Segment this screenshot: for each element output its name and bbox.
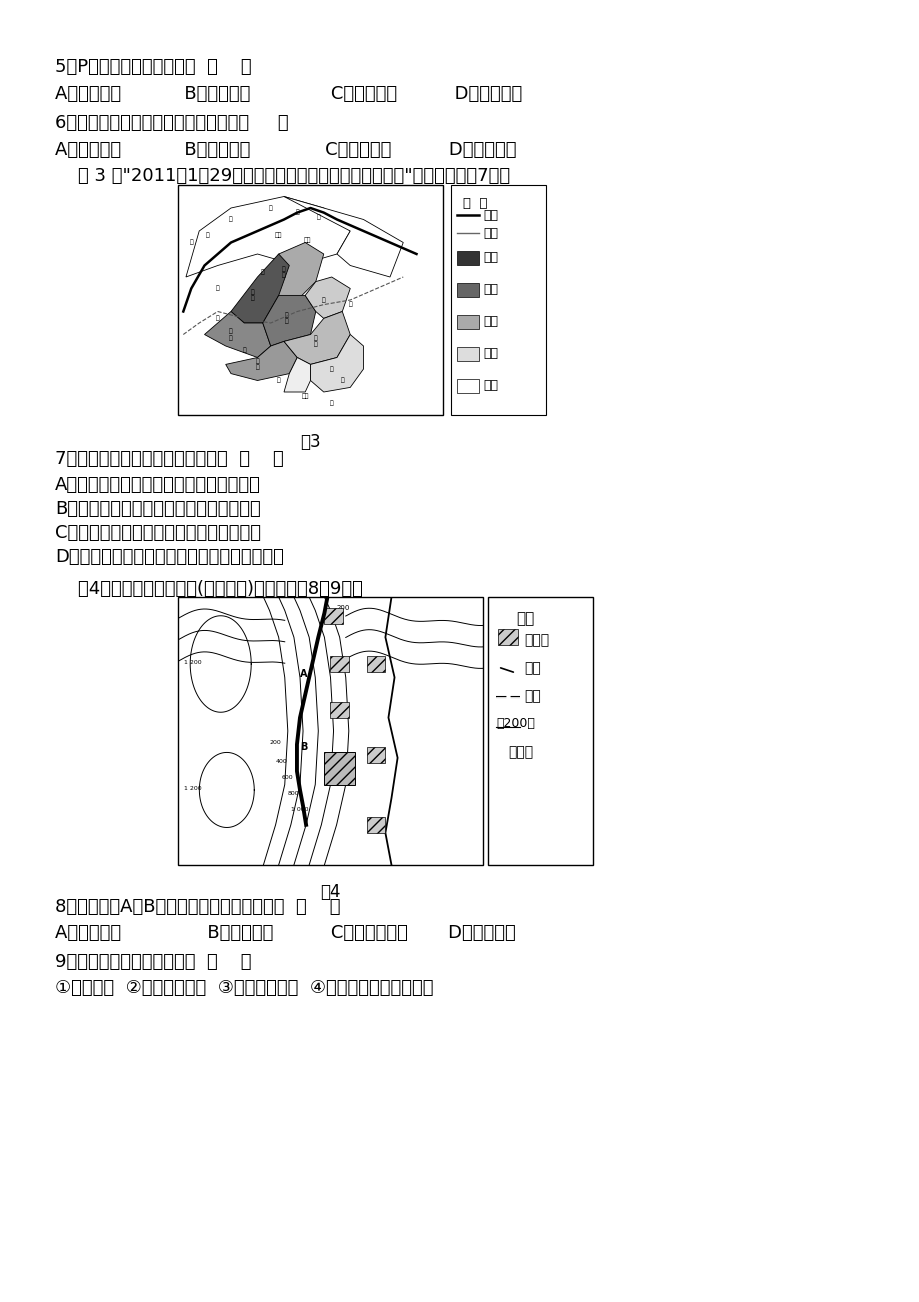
Text: 山
西: 山 西 — [250, 289, 254, 302]
Text: 200: 200 — [269, 741, 281, 746]
Text: A．增温增湿           B．增温减湿             C．降温减湿          D．降温增湿: A．增温增湿 B．增温减湿 C．降温减湿 D．降温增湿 — [55, 141, 516, 159]
Text: 江西: 江西 — [301, 393, 309, 400]
Text: C．冬季风势力强，旱区长期受冷气团控制: C．冬季风势力强，旱区长期受冷气团控制 — [55, 523, 261, 542]
Text: 辽: 辽 — [295, 210, 299, 215]
Polygon shape — [284, 197, 403, 277]
Text: 6．图示洋流对沿岸地区气候的影响是（     ）: 6．图示洋流对沿岸地区气候的影响是（ ） — [55, 115, 289, 132]
Polygon shape — [263, 242, 323, 299]
Bar — [457, 348, 479, 361]
Polygon shape — [367, 656, 385, 672]
Text: 8．导致图中A到B段铁路线弯曲的主导因素有  （    ）: 8．导致图中A到B段铁路线弯曲的主导因素有 （ ） — [55, 898, 340, 917]
Text: 图4: 图4 — [320, 883, 340, 901]
Polygon shape — [330, 656, 348, 672]
Text: B: B — [300, 742, 307, 751]
Text: B．夏季风势力强，锋面雨带位置持续偏北: B．夏季风势力强，锋面雨带位置持续偏北 — [55, 500, 260, 518]
Text: ①沿河分布  ②沿交通线分布  ③沿断层线分布  ④聚落的规模与地形有关: ①沿河分布 ②沿交通线分布 ③沿断层线分布 ④聚落的规模与地形有关 — [55, 979, 433, 997]
Text: 晋: 晋 — [261, 270, 265, 275]
Polygon shape — [367, 816, 385, 833]
Text: 内: 内 — [189, 240, 193, 245]
Text: 苏: 苏 — [322, 297, 325, 303]
Polygon shape — [324, 753, 355, 785]
Text: 吉: 吉 — [268, 206, 272, 211]
Text: 轻旱: 轻旱 — [482, 348, 497, 359]
Text: A．亚洲低压势力强，沙尘暴频繁影响我国: A．亚洲低压势力强，沙尘暴频繁影响我国 — [55, 477, 261, 493]
Polygon shape — [284, 358, 311, 392]
Bar — [457, 315, 479, 329]
Text: 铁路: 铁路 — [524, 689, 540, 703]
Polygon shape — [305, 277, 350, 319]
Text: 1 200: 1 200 — [184, 660, 201, 665]
Text: 河
南: 河 南 — [285, 312, 289, 324]
Text: 中旱: 中旱 — [482, 315, 497, 328]
Text: 蒙: 蒙 — [205, 233, 209, 238]
Text: 安
徽: 安 徽 — [313, 336, 317, 348]
Text: 居民点: 居民点 — [524, 633, 549, 647]
Bar — [457, 379, 479, 393]
Text: 正常: 正常 — [482, 379, 497, 392]
Text: 200: 200 — [336, 605, 349, 612]
Text: 山
东: 山 东 — [282, 267, 286, 279]
Text: 北京: 北京 — [275, 233, 282, 238]
Text: 湖: 湖 — [277, 378, 280, 383]
Text: 图例: 图例 — [516, 611, 534, 626]
Polygon shape — [225, 341, 297, 380]
Text: －200－: －200－ — [495, 717, 534, 730]
Text: 国界: 国界 — [482, 210, 497, 223]
Bar — [457, 251, 479, 266]
Bar — [450, 185, 545, 415]
Text: 等高线: 等高线 — [507, 745, 532, 759]
Text: 800: 800 — [288, 792, 299, 797]
Text: D．受拉尼娜现象影响，出现暖冬，蒸发量增大: D．受拉尼娜现象影响，出现暖冬，蒸发量增大 — [55, 548, 284, 566]
Polygon shape — [204, 311, 270, 358]
Bar — [487, 598, 593, 865]
Text: 陕: 陕 — [216, 285, 220, 292]
Text: 600: 600 — [281, 775, 293, 780]
Polygon shape — [330, 702, 348, 717]
Text: 河: 河 — [242, 348, 246, 353]
Text: 图  例: 图 例 — [462, 197, 487, 210]
Text: A．流水侵蚀           B．冰川堆积              C．岩浆活动          D．断层活动: A．流水侵蚀 B．冰川堆积 C．岩浆活动 D．断层活动 — [55, 85, 522, 103]
Text: 400: 400 — [276, 759, 287, 764]
Polygon shape — [367, 747, 385, 763]
Polygon shape — [324, 608, 342, 624]
Text: A．避开河谷               B．避开山脊          C．联系居民点       D．避开断层: A．避开河谷 B．避开山脊 C．联系居民点 D．避开断层 — [55, 924, 516, 943]
Text: 图 3 为"2011年1月29日我国局部地区气象干旱分布示意图"。读图完成第7题。: 图 3 为"2011年1月29日我国局部地区气象干旱分布示意图"。读图完成第7题… — [55, 167, 509, 185]
Bar — [457, 283, 479, 297]
Bar — [177, 598, 482, 865]
Polygon shape — [263, 296, 315, 346]
Polygon shape — [284, 311, 350, 365]
Text: 重旱: 重旱 — [482, 283, 497, 296]
Text: 古: 古 — [229, 216, 233, 223]
Text: 1 000: 1 000 — [290, 807, 308, 812]
Text: A: A — [300, 669, 307, 680]
Text: 宁: 宁 — [316, 215, 320, 220]
Text: 西: 西 — [216, 315, 220, 322]
FancyBboxPatch shape — [497, 629, 517, 644]
Text: 5．P陡坡形成的主要原因是  （    ）: 5．P陡坡形成的主要原因是 （ ） — [55, 59, 252, 76]
Text: 特旱: 特旱 — [482, 251, 497, 264]
Text: 江: 江 — [330, 401, 334, 406]
Text: 图4是某地等高线地形图(单位：米)，读图完成8～9题。: 图4是某地等高线地形图(单位：米)，读图完成8～9题。 — [55, 579, 362, 598]
Polygon shape — [186, 197, 350, 277]
Text: 湖
北: 湖 北 — [255, 358, 259, 371]
Text: 陕
西: 陕 西 — [229, 328, 233, 341]
Text: 浙: 浙 — [340, 378, 344, 383]
Text: 浙: 浙 — [330, 366, 334, 372]
Polygon shape — [231, 254, 289, 323]
Text: 省界: 省界 — [482, 227, 497, 240]
Polygon shape — [311, 335, 363, 392]
Text: 河流: 河流 — [524, 661, 540, 674]
Text: 海: 海 — [348, 302, 352, 307]
Text: 图3: 图3 — [300, 434, 320, 450]
Text: 天津: 天津 — [304, 237, 312, 243]
Text: 1 200: 1 200 — [184, 786, 201, 790]
Bar — [177, 185, 443, 415]
Text: 7．导致此次气象干旱的主要原因是  （    ）: 7．导致此次气象干旱的主要原因是 （ ） — [55, 450, 283, 467]
Text: 9．图中居民点的分布特点是  （    ）: 9．图中居民点的分布特点是 （ ） — [55, 953, 251, 971]
